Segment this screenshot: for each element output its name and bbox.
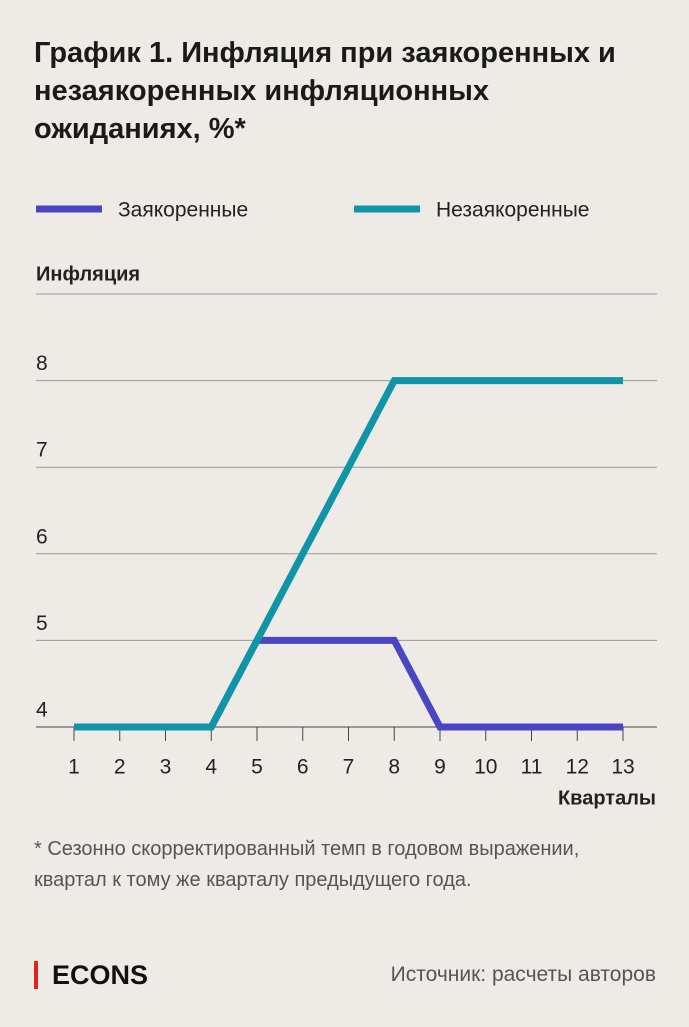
y-tick-label: 4	[36, 699, 48, 722]
legend-label: Заякоренные	[118, 199, 248, 222]
x-tick-label: 1	[68, 756, 80, 779]
series-line	[74, 377, 623, 731]
series-line	[74, 636, 623, 731]
x-tick-label: 6	[297, 756, 309, 779]
x-tick-label: 4	[205, 756, 217, 779]
footnote: * Сезонно скорректированный темп в годов…	[34, 838, 580, 891]
chart-title: График 1. Инфляция при заякоренных и нез…	[34, 37, 616, 145]
x-tick-label: 2	[114, 756, 126, 779]
legend-label: Незаякоренные	[436, 199, 590, 222]
y-tick-label: 8	[36, 352, 48, 375]
x-tick-label: 7	[343, 756, 355, 779]
x-tick-label: 10	[474, 756, 497, 779]
y-tick-label: 6	[36, 525, 48, 548]
x-axis-label: Кварталы	[558, 787, 656, 809]
y-axis-label: Инфляция	[36, 263, 140, 285]
y-tick-label: 7	[36, 439, 48, 462]
x-tick-label: 11	[521, 756, 543, 779]
x-tick-label: 13	[611, 756, 634, 779]
logo: ECONS	[34, 961, 148, 989]
x-tick-label: 8	[388, 756, 400, 779]
x-tick-label: 12	[566, 756, 589, 779]
x-tick-label: 5	[251, 756, 263, 779]
source: Источник: расчеты авторов	[390, 963, 656, 986]
y-tick-label: 5	[36, 612, 48, 635]
x-tick-label: 9	[434, 756, 446, 779]
x-tick-label: 3	[160, 756, 172, 779]
